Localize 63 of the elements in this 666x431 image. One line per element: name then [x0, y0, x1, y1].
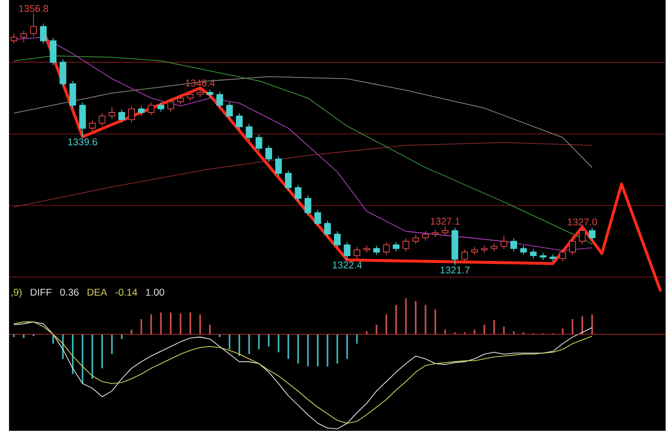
candlestick	[500, 235, 508, 250]
annotation: 1356.8	[19, 5, 48, 12]
candlestick	[461, 248, 468, 263]
candlestick	[392, 242, 400, 252]
candlestick	[196, 88, 204, 98]
candlestick	[177, 94, 184, 106]
candlestick	[226, 102, 233, 120]
candlestick	[324, 220, 331, 238]
candlestick	[402, 238, 410, 252]
candlestick	[108, 106, 116, 120]
text: -0.14	[115, 288, 138, 296]
candlestick	[334, 231, 341, 248]
candlestick	[304, 195, 312, 216]
candlestick	[569, 238, 576, 256]
annotation: 1327.1	[430, 218, 460, 225]
candlestick	[98, 112, 106, 127]
candlestick	[158, 102, 164, 112]
candlestick	[294, 184, 302, 202]
candlestick	[167, 98, 174, 112]
candlestick	[246, 124, 252, 141]
candlestick	[265, 145, 272, 162]
candlestick	[138, 106, 145, 116]
candlestick	[578, 226, 586, 245]
candlestick	[216, 91, 224, 109]
candlestick	[20, 30, 28, 43]
candlestick	[382, 242, 390, 256]
text: 0.36	[60, 288, 79, 296]
candlestick	[40, 23, 47, 44]
candlestick	[275, 156, 282, 177]
annotation: 1327.0	[568, 218, 597, 226]
annotation: 1322.4	[332, 262, 362, 269]
text: ,9)	[12, 288, 22, 298]
candlestick	[236, 112, 243, 130]
candlestick	[50, 38, 56, 66]
candlestick	[412, 234, 420, 245]
candlestick	[373, 245, 380, 256]
candlestick	[530, 248, 537, 259]
annotation: 1321.7	[440, 266, 470, 274]
candlestick	[314, 210, 322, 226]
candlestick	[186, 91, 194, 102]
candlestick	[148, 102, 154, 116]
candlestick	[89, 120, 96, 132]
candlestick	[284, 170, 292, 191]
candlestick	[344, 242, 350, 260]
candlestick	[60, 59, 66, 88]
candlestick	[510, 238, 518, 252]
text: DEA	[88, 288, 108, 296]
candlestick	[118, 109, 126, 123]
annotation: 1346.4	[186, 80, 215, 87]
candlestick	[520, 245, 527, 256]
candlestick	[128, 106, 135, 123]
candlestick	[422, 231, 429, 242]
annotation: 1339.6	[68, 138, 98, 146]
candlestick	[442, 226, 448, 236]
candlestick	[559, 248, 566, 262]
candlestick	[79, 102, 86, 138]
text: DIFF	[30, 288, 52, 296]
candlestick	[354, 246, 360, 259]
candlestick	[30, 13, 37, 38]
text: 1.00	[146, 288, 164, 296]
candlestick	[256, 134, 262, 152]
candlestick	[588, 227, 596, 242]
candlestick	[69, 80, 76, 109]
